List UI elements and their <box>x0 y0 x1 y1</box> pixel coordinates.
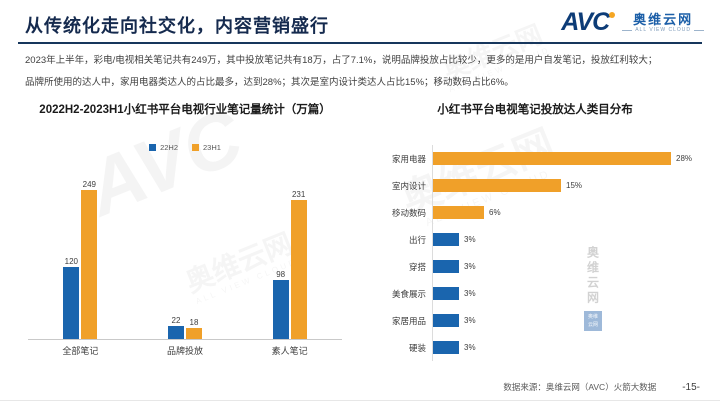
bar-22H2-素人笔记 <box>272 280 289 339</box>
legend-item-22H2: 22H2 <box>149 143 178 152</box>
bar-value-label: 3% <box>464 262 476 271</box>
bar-row-出行: 出行 3% <box>374 226 698 253</box>
right-chart-title: 小红书平台电视笔记投放达人类目分布 <box>437 104 633 116</box>
category-label-家用电器: 家用电器 <box>391 153 426 164</box>
bar-row-移动数码: 移动数码 6% <box>374 199 698 226</box>
bar-track-穿搭: 3% <box>432 253 698 280</box>
category-label-室内设计: 室内设计 <box>391 180 426 191</box>
category-label-家居用品: 家居用品 <box>391 315 426 326</box>
bar-22H2-全部笔记 <box>63 267 80 339</box>
page-number: -15- <box>682 382 700 393</box>
category-label-品牌投放: 品牌投放 <box>166 346 203 356</box>
avc-logo-wordmark: 奥维云网 ALL VIEW CLOUD <box>622 13 704 33</box>
bar-track-美食展示: 3% <box>432 280 698 307</box>
bar-23H1-品牌投放 <box>185 328 202 339</box>
intro-line-2: 品牌所使用的达人中，家用电器类达人的占比最多，达到28%；其次是室内设计类达人占… <box>25 77 514 88</box>
bar-23H1-全部笔记 <box>81 190 98 339</box>
bar-美食展示 <box>433 287 459 300</box>
left-chart-title: 2022H2-2023H1小红书平台电视行业笔记量统计（万篇） <box>39 104 331 116</box>
bar-value-label: 6% <box>489 208 501 217</box>
bar-column-22H2-素人笔记: 98 <box>272 270 289 339</box>
left-chart-categories: 全部笔记 品牌投放 素人笔记 <box>28 344 342 357</box>
bar-value-label: 3% <box>464 235 476 244</box>
header-divider <box>18 42 702 44</box>
bar-出行 <box>433 233 459 246</box>
category-label-全部笔记: 全部笔记 <box>62 346 99 356</box>
category-label-移动数码: 移动数码 <box>391 207 426 218</box>
bar-家居用品 <box>433 314 459 327</box>
bar-value-label: 3% <box>464 343 476 352</box>
avc-logo-cn: 奥维云网 <box>633 11 694 27</box>
bar-track-出行: 3% <box>432 226 698 253</box>
legend-label-23H1: 23H1 <box>203 143 221 152</box>
left-chart-plot: 120 249 22 18 98 231 <box>28 172 342 340</box>
bar-column-23H1-品牌投放: 18 <box>185 318 202 339</box>
bar-row-室内设计: 室内设计 15% <box>374 172 698 199</box>
bar-硬装 <box>433 341 459 354</box>
bar-row-家居用品: 家居用品 3% <box>374 307 698 334</box>
bar-group-素人笔记: 98 231 <box>272 190 307 339</box>
page-title: 从传统化走向社交化，内容营销盛行 <box>25 16 329 36</box>
avc-logo: AVC 奥维云网 ALL VIEW CLOUD <box>561 8 704 37</box>
bar-column-22H2-品牌投放: 22 <box>167 316 184 339</box>
category-label-穿搭: 穿搭 <box>408 261 426 272</box>
bar-row-家用电器: 家用电器 28% <box>374 145 698 172</box>
avc-logo-en: ALL VIEW CLOUD <box>622 26 704 33</box>
avc-logo-text: AVC <box>561 8 616 37</box>
right-chart: 小红书平台电视笔记投放达人类目分布 家用电器 28% 室内设计 15% 移动数码 6% 出行… <box>370 95 700 363</box>
footer: 数据来源：奥维云网（AVC）火箭大数据 -15- <box>503 381 700 393</box>
category-label-硬装: 硬装 <box>408 342 426 353</box>
data-source-note: 数据来源：奥维云网（AVC）火箭大数据 <box>503 382 657 392</box>
left-chart: 2022H2-2023H1小红书平台电视行业笔记量统计（万篇） 22H2 23H1… <box>20 95 350 363</box>
category-label-素人笔记: 素人笔记 <box>271 346 308 356</box>
legend-item-23H1: 23H1 <box>192 143 221 152</box>
bar-value-label: 249 <box>82 180 96 189</box>
avc-logo-letters: AVC <box>561 8 610 36</box>
bar-value-label: 3% <box>464 316 476 325</box>
bar-value-label: 231 <box>291 190 306 199</box>
bar-室内设计 <box>433 179 561 192</box>
bar-value-label: 120 <box>64 257 78 266</box>
bar-column-22H2-全部笔记: 120 <box>63 257 80 339</box>
bar-group-全部笔记: 120 249 <box>63 180 98 339</box>
bar-track-移动数码: 6% <box>432 199 698 226</box>
bar-家用电器 <box>433 152 671 165</box>
bottom-divider <box>0 400 720 401</box>
bar-track-家居用品: 3% <box>432 307 698 334</box>
bar-22H2-品牌投放 <box>167 326 184 339</box>
bar-track-家用电器: 28% <box>432 145 698 172</box>
category-label-美食展示: 美食展示 <box>391 288 426 299</box>
legend-swatch-22H2 <box>149 144 157 151</box>
avc-logo-en-text: ALL VIEW CLOUD <box>635 26 691 33</box>
bar-value-label: 15% <box>566 181 583 190</box>
bar-group-品牌投放: 22 18 <box>167 316 202 339</box>
bar-row-美食展示: 美食展示 3% <box>374 280 698 307</box>
category-label-出行: 出行 <box>408 234 426 245</box>
bar-track-室内设计: 15% <box>432 172 698 199</box>
bar-value-label: 22 <box>171 316 181 325</box>
legend-swatch-23H1 <box>192 144 199 151</box>
bar-track-硬装: 3% <box>432 334 698 361</box>
bar-穿搭 <box>433 260 459 273</box>
intro-paragraph: 2023年上半年，彩电/电视相关笔记共有249万，其中投放笔记共有18万，占了7… <box>25 50 697 94</box>
legend-label-22H2: 22H2 <box>160 143 178 152</box>
bar-移动数码 <box>433 206 484 219</box>
bar-row-硬装: 硬装 3% <box>374 334 698 361</box>
bar-value-label: 18 <box>189 318 199 327</box>
left-chart-legend: 22H2 23H1 <box>20 143 350 152</box>
bar-value-label: 3% <box>464 289 476 298</box>
bar-value-label: 98 <box>276 270 286 279</box>
bar-row-穿搭: 穿搭 3% <box>374 253 698 280</box>
bar-column-23H1-全部笔记: 249 <box>81 180 98 339</box>
bar-column-23H1-素人笔记: 231 <box>290 190 307 339</box>
bar-23H1-素人笔记 <box>290 200 307 339</box>
intro-line-1: 2023年上半年，彩电/电视相关笔记共有249万，其中投放笔记共有18万，占了7… <box>25 55 658 66</box>
avc-logo-orange-dot-icon <box>609 12 616 18</box>
bar-value-label: 28% <box>676 154 693 163</box>
right-chart-rows: 家用电器 28% 室内设计 15% 移动数码 6% 出行 3% 穿搭 3% 美食展示 3% 家居用品 3%… <box>374 145 698 361</box>
